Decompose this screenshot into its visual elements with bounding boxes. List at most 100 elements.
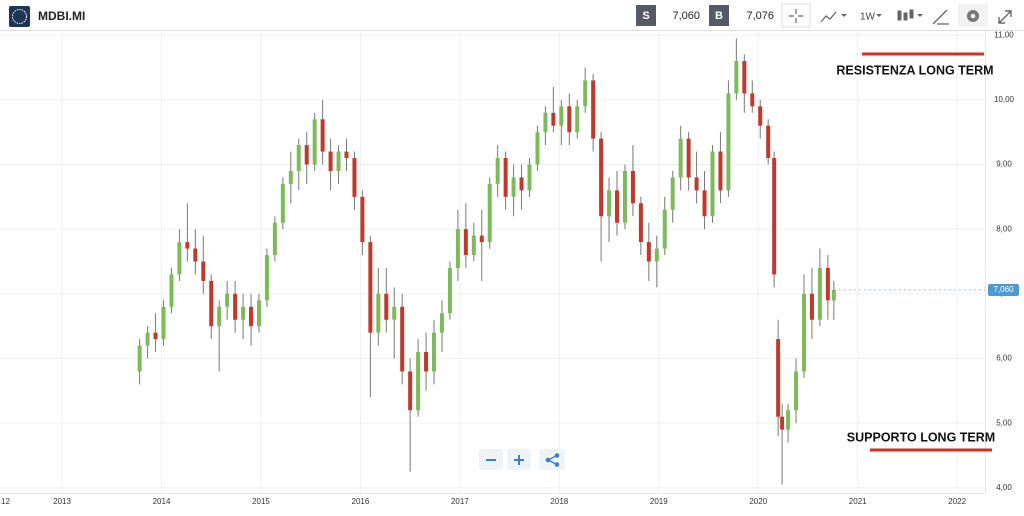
candle-body xyxy=(809,293,814,320)
candle-body xyxy=(296,145,301,171)
candle-body xyxy=(825,267,830,301)
candle-body xyxy=(750,93,755,107)
candle-body xyxy=(320,119,325,152)
candle-body xyxy=(392,306,397,320)
candle-body xyxy=(479,235,484,243)
y-tick-label: 6,00 xyxy=(996,354,1012,363)
candle-body xyxy=(249,306,254,327)
candle-body xyxy=(758,106,763,126)
candle-body xyxy=(710,151,715,217)
resistance-label: RESISTENZA LONG TERM xyxy=(836,63,993,77)
candle-body xyxy=(726,93,731,191)
symbol-name: MDBI.MI xyxy=(38,9,85,23)
candle-icon xyxy=(897,10,902,21)
x-tick-label: 2014 xyxy=(153,497,171,506)
candle-body xyxy=(535,132,540,165)
candle-body xyxy=(772,158,777,275)
last-price-label: 7,060 xyxy=(993,285,1014,294)
candle-body xyxy=(776,339,781,417)
candle-body xyxy=(503,158,508,197)
candle-body xyxy=(408,371,413,411)
symbol-logo[interactable] xyxy=(9,6,30,27)
candle-body xyxy=(766,125,771,159)
candle-body xyxy=(583,80,588,107)
x-tick-label: 2016 xyxy=(352,497,370,506)
candle-body xyxy=(344,151,349,159)
candle-body xyxy=(794,371,799,411)
candle-body xyxy=(185,242,190,249)
candle-body xyxy=(678,138,683,178)
candle-body xyxy=(145,332,150,346)
candle-body xyxy=(615,190,620,223)
candle-body xyxy=(670,177,675,210)
candle-style-button[interactable] xyxy=(897,9,923,21)
candle-body xyxy=(169,274,174,307)
candle-body xyxy=(424,352,429,372)
sell-tag: S xyxy=(642,10,649,22)
candle-body xyxy=(801,293,806,372)
candle-body xyxy=(225,293,230,307)
y-tick-label: 4,00 xyxy=(996,483,1012,492)
y-tick-label: 5,00 xyxy=(996,418,1012,427)
expand-icon xyxy=(998,10,1012,24)
share-dot xyxy=(554,453,560,458)
settings-button[interactable] xyxy=(958,4,988,27)
candle-body xyxy=(599,138,604,217)
candle-body xyxy=(527,164,532,191)
candle-body xyxy=(817,267,822,320)
x-tick-label: 2019 xyxy=(650,497,668,506)
zoom-out-button[interactable] xyxy=(479,449,503,470)
timeframe: 1W xyxy=(860,12,876,23)
candle-body xyxy=(742,61,747,94)
candle-body xyxy=(575,106,580,133)
x-tick-label: 2015 xyxy=(252,497,270,506)
draw-icon xyxy=(932,9,949,25)
candle-body xyxy=(630,170,635,204)
share-dot xyxy=(554,462,560,467)
x-tick-label: 12 xyxy=(1,497,10,506)
gear-hole xyxy=(970,13,976,19)
draw-tool-button[interactable] xyxy=(932,9,949,25)
candle-body xyxy=(702,190,707,217)
x-tick-label: 2017 xyxy=(451,497,469,506)
candle-body xyxy=(161,306,166,340)
candle-body xyxy=(662,209,667,249)
candle-body xyxy=(786,410,791,430)
x-tick-label: 2018 xyxy=(550,497,568,506)
candle-body xyxy=(694,177,699,191)
candle-body xyxy=(495,158,500,184)
candle-body xyxy=(137,345,142,372)
candle-body xyxy=(336,151,341,171)
zoom-in-button[interactable] xyxy=(507,449,531,470)
candle-body xyxy=(328,151,333,171)
grid xyxy=(0,30,985,493)
buy-tag-box xyxy=(709,5,729,26)
crosshair-button[interactable] xyxy=(781,3,811,28)
candle-body xyxy=(177,242,182,275)
buy-button[interactable]: B 7,076 xyxy=(709,5,774,26)
candle-body xyxy=(622,170,627,223)
candle-body xyxy=(567,106,572,133)
candle-icon xyxy=(909,9,914,19)
candle-body xyxy=(432,332,437,372)
candle-body xyxy=(519,177,524,191)
x-tick-label: 2013 xyxy=(53,497,71,506)
candle-body xyxy=(439,313,444,333)
candle-body xyxy=(256,300,261,327)
chart-type-button[interactable] xyxy=(820,11,847,23)
candles xyxy=(137,38,836,485)
candle-body xyxy=(511,177,516,197)
fullscreen-button[interactable] xyxy=(998,10,1012,24)
candle-body xyxy=(447,267,452,314)
timeframe-button[interactable]: 1W xyxy=(860,12,882,23)
candle-body xyxy=(831,289,836,301)
button-frame xyxy=(539,449,565,470)
share-button[interactable] xyxy=(539,449,565,470)
crosshair-icon xyxy=(789,9,803,23)
sell-button[interactable]: S 7,060 xyxy=(636,5,700,26)
candle-body xyxy=(607,190,612,217)
dropdown-caret xyxy=(917,14,923,17)
candle-body xyxy=(280,183,285,223)
y-tick-label: 9,00 xyxy=(996,160,1012,169)
